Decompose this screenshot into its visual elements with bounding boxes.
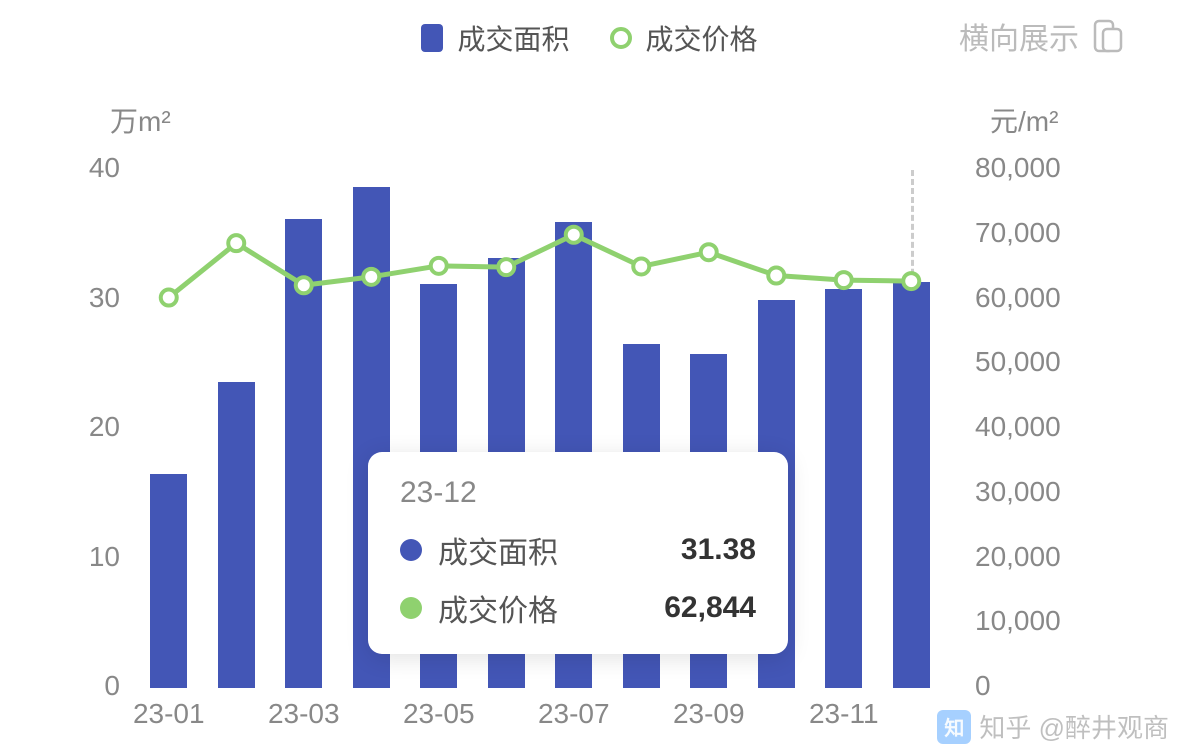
rotate-landscape-button[interactable]: 横向展示 [959,14,1125,58]
y-right-tick: 60,000 [975,282,1061,314]
line-marker[interactable] [498,259,514,275]
line-marker[interactable] [363,269,379,285]
tooltip-title: 23-12 [400,476,756,510]
tooltip-row-label: 成交价格 [438,586,558,630]
tooltip-row-label: 成交面积 [438,528,558,572]
tooltip-row: 成交价格 62,844 [400,586,756,630]
zhihu-logo-icon: 知 [937,710,971,744]
legend: 成交面积 成交价格 [421,18,757,58]
tooltip: 23-12 成交面积 31.38 成交价格 62,844 [368,452,788,654]
rotate-device-icon [1089,18,1125,54]
tooltip-row-value: 62,844 [664,591,756,625]
x-tick: 23-11 [809,698,879,730]
line-marker[interactable] [768,268,784,284]
legend-bar-label: 成交面积 [457,18,569,58]
x-tick: 23-07 [538,698,610,730]
x-tick: 23-03 [268,698,340,730]
y-left-tick: 0 [65,670,120,702]
y-left-tick: 40 [65,152,120,184]
line-marker[interactable] [701,244,717,260]
y-right-tick: 0 [975,670,991,702]
rotate-label: 横向展示 [959,14,1079,58]
y-right-tick: 70,000 [975,217,1061,249]
y-right-axis-title: 元/m² [990,100,1058,140]
tooltip-row: 成交面积 31.38 [400,528,756,572]
tooltip-dot [400,539,422,561]
y-left-tick: 10 [65,541,120,573]
y-left-axis-title: 万m² [110,100,171,140]
legend-line-label: 成交价格 [646,18,758,58]
x-tick: 23-01 [133,698,205,730]
line-marker[interactable] [228,235,244,251]
y-right-tick: 10,000 [975,605,1061,637]
legend-item-bar[interactable]: 成交面积 [421,18,569,58]
y-right-tick: 20,000 [975,541,1061,573]
x-tick: 23-05 [403,698,475,730]
y-left-tick: 30 [65,282,120,314]
line-marker[interactable] [633,258,649,274]
tooltip-row-value: 31.38 [681,533,756,567]
line-marker[interactable] [903,273,919,289]
watermark: 知 知乎 @醉井观商 [937,708,1169,745]
line-marker[interactable] [431,258,447,274]
y-right-tick: 50,000 [975,346,1061,378]
y-left-tick: 20 [65,411,120,443]
line-marker[interactable] [836,272,852,288]
line-marker[interactable] [296,277,312,293]
bar-swatch [421,24,443,52]
x-tick: 23-09 [673,698,745,730]
line-marker[interactable] [566,227,582,243]
line-marker[interactable] [161,290,177,306]
watermark-text: 知乎 @醉井观商 [979,708,1169,745]
y-right-tick: 40,000 [975,411,1061,443]
legend-item-line[interactable]: 成交价格 [610,18,758,58]
line-swatch [610,27,632,49]
y-right-tick: 80,000 [975,152,1061,184]
y-right-tick: 30,000 [975,476,1061,508]
tooltip-dot [400,597,422,619]
